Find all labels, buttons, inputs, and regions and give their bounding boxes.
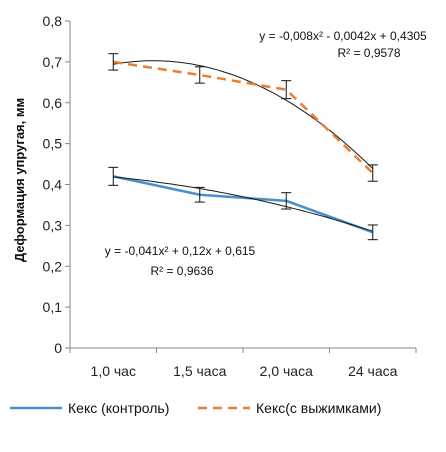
x-tick-label: 1,0 час xyxy=(91,363,136,379)
y-tick-label: 0,3 xyxy=(43,217,63,233)
legend: Кекс (контроль) Кекс(с выжимками) xyxy=(10,400,381,416)
pomace-r2: R² = 0,9578 xyxy=(337,46,400,60)
y-tick-label: 0,2 xyxy=(43,258,63,274)
legend-label-pomace: Кекс(с выжимками) xyxy=(256,400,381,416)
error-bar-pomace xyxy=(194,66,205,84)
chart-marks xyxy=(108,53,378,241)
error-bar-control xyxy=(108,166,119,186)
axes: 0 0,1 0,2 0,3 0,4 0,5 0,6 0,7 0,8 1,0 час 1,5 часа… xyxy=(43,13,417,379)
error-bar-pomace xyxy=(281,80,292,100)
error-bar-control xyxy=(367,224,378,241)
error-bar-pomace xyxy=(367,164,378,182)
y-tick-label: 0,7 xyxy=(43,54,63,70)
y-tick-label: 0,8 xyxy=(43,13,63,29)
x-tick-label: 24 часа xyxy=(348,363,398,379)
y-axis-title: Деформация упругая, мм xyxy=(12,98,27,262)
trendline-pomace xyxy=(113,176,373,232)
series-line-control xyxy=(113,175,374,234)
x-tick-label: 1,5 часа xyxy=(173,363,226,379)
error-bar-pomace xyxy=(108,53,119,71)
y-tick-label: 0 xyxy=(54,340,62,356)
control-equation: y = -0,041x² + 0,12x + 0,615 xyxy=(105,244,256,258)
y-tick-label: 0,1 xyxy=(43,299,63,315)
x-tick-label: 2,0 часа xyxy=(260,363,313,379)
y-tick-label: 0,5 xyxy=(43,136,63,152)
trendline-control xyxy=(113,60,374,169)
pomace-equation: y = -0,008x² - 0,0042x + 0,4305 xyxy=(259,29,427,43)
legend-label-control: Кекс (контроль) xyxy=(68,400,169,416)
y-tick-label: 0,6 xyxy=(43,95,63,111)
control-r2: R² = 0,9636 xyxy=(150,264,213,278)
error-bar-control xyxy=(194,186,205,203)
y-tick-label: 0,4 xyxy=(43,177,63,193)
